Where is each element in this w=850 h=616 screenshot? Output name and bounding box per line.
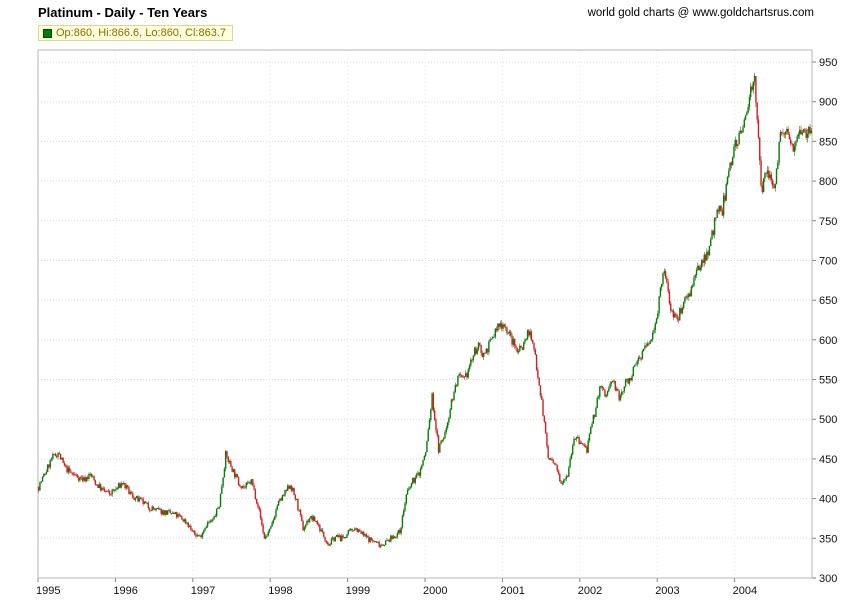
svg-text:2002: 2002	[578, 585, 602, 597]
svg-text:1998: 1998	[268, 585, 292, 597]
svg-text:800: 800	[819, 176, 837, 188]
svg-text:900: 900	[819, 97, 837, 109]
svg-text:950: 950	[819, 57, 837, 69]
svg-text:600: 600	[819, 335, 837, 347]
ohlc-legend-text: Op:860, Hi:866.6, Lo:860, Cl:863.7	[56, 27, 227, 39]
svg-text:550: 550	[819, 375, 837, 387]
svg-text:450: 450	[819, 454, 837, 466]
svg-text:1999: 1999	[346, 585, 370, 597]
svg-text:2001: 2001	[500, 585, 524, 597]
chart-source-attribution: world gold charts @ www.goldchartsrus.co…	[587, 7, 814, 19]
svg-text:1997: 1997	[191, 585, 215, 597]
svg-text:1996: 1996	[113, 585, 137, 597]
candle-swatch-icon	[43, 28, 52, 38]
svg-text:350: 350	[819, 533, 837, 545]
svg-text:700: 700	[819, 255, 837, 267]
svg-text:750: 750	[819, 216, 837, 228]
ohlc-legend: Op:860, Hi:866.6, Lo:860, Cl:863.7	[38, 25, 234, 41]
svg-text:500: 500	[819, 414, 837, 426]
svg-text:400: 400	[819, 494, 837, 506]
svg-text:1995: 1995	[36, 585, 60, 597]
svg-text:2000: 2000	[423, 585, 447, 597]
svg-text:2003: 2003	[655, 585, 679, 597]
svg-text:300: 300	[819, 573, 837, 585]
svg-text:850: 850	[819, 136, 837, 148]
svg-text:2004: 2004	[733, 585, 757, 597]
chart-title: Platinum - Daily - Ten Years	[38, 5, 208, 20]
svg-text:650: 650	[819, 295, 837, 307]
